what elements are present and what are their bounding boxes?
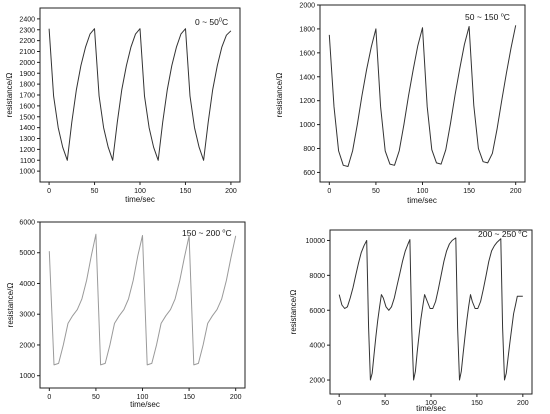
x-tick-label: 50 [372, 188, 380, 195]
degree-symbol: o [518, 230, 521, 236]
y-tick-label: 4000 [19, 281, 35, 288]
y-tick-label: 1700 [19, 93, 35, 100]
y-axis-label: resistance/Ω [6, 283, 15, 328]
x-tick-label: 200 [225, 188, 237, 195]
y-tick-label: 2000 [19, 342, 35, 349]
degree-symbol: o [222, 229, 225, 235]
x-tick-label: 100 [137, 394, 149, 401]
panel-4: 0 50 100 150 200 2000 4000 6000 8000 10000 time/se… [289, 229, 533, 413]
x-tick-label: 150 [463, 188, 475, 195]
y-tick-label: 2200 [19, 38, 35, 45]
temperature-range-label: 0 ~ 500C [195, 17, 228, 27]
x-tick-label: 200 [510, 188, 522, 195]
x-tick-label: 100 [425, 400, 437, 407]
y-tick-label: 1500 [19, 114, 35, 121]
temperature-range-label: 50 ~ 150 oC [465, 12, 510, 22]
x-tick-label: 200 [230, 394, 242, 401]
y-tick-label: 1600 [299, 50, 315, 57]
x-tick-label: 200 [517, 400, 529, 407]
y-tick-label: 2300 [19, 27, 35, 34]
x-tick-label: 50 [91, 188, 99, 195]
y-tick-label: 1000 [19, 373, 35, 380]
y-tick-label: 1000 [19, 169, 35, 176]
y-tick-label: 1400 [19, 125, 35, 132]
series-line [328, 25, 517, 167]
temperature-unit: C [222, 17, 228, 27]
panel-2: 0 50 100 150 200 600 800 1000 1200 1400 1600 1800 20… [275, 3, 526, 205]
temperature-unit: C [521, 229, 527, 239]
y-tick-label: 1300 [19, 136, 35, 143]
y-tick-label: 2400 [19, 16, 35, 23]
x-tick-label: 100 [134, 188, 146, 195]
temperature-range-text: 200 ~ 250 [478, 229, 518, 239]
x-axis-label: time/sec [407, 196, 437, 205]
temperature-range-text: 0 ~ 50 [195, 17, 219, 27]
panel-1: 0 50 100 150 200 1000 1100 1200 1300 1400 1500 1600… [5, 7, 241, 204]
y-tick-label: 1400 [299, 74, 315, 81]
y-tick-label: 10000 [306, 238, 326, 245]
x-tick-label: 0 [47, 188, 51, 195]
series-line [48, 233, 237, 366]
x-axis-label: time/sec [125, 195, 155, 204]
y-tick-label: 3000 [19, 312, 35, 319]
temperature-range-text: 50 ~ 150 [465, 12, 501, 22]
y-tick-label: 5000 [19, 250, 35, 257]
degree-symbol: o [501, 13, 504, 19]
x-tick-label: 0 [327, 188, 331, 195]
temperature-unit: C [225, 228, 231, 238]
y-tick-label: 1800 [19, 82, 35, 89]
x-tick-label: 150 [471, 400, 483, 407]
temperature-range-text: 150 ~ 200 [182, 228, 222, 238]
x-tick-label: 150 [180, 188, 192, 195]
y-tick-label: 8000 [309, 273, 325, 280]
y-tick-label: 1000 [299, 122, 315, 129]
x-tick-label: 0 [47, 394, 51, 401]
x-tick-label: 50 [92, 394, 100, 401]
panel-3: 0 50 100 150 200 1000 2000 3000 4000 5000 6000 time… [6, 220, 246, 409]
y-tick-label: 6000 [19, 220, 35, 227]
y-tick-label: 2000 [299, 3, 315, 10]
y-tick-label: 2100 [19, 49, 35, 56]
temperature-range-label: 150 ~ 200 oC [182, 228, 232, 238]
y-tick-label: 1900 [19, 71, 35, 78]
y-tick-label: 1100 [20, 158, 35, 165]
series-line [338, 237, 523, 381]
y-tick-label: 6000 [309, 308, 325, 315]
y-tick-label: 1200 [299, 98, 315, 105]
x-axis-label: time/sec [416, 404, 446, 413]
degree-symbol: 0 [219, 18, 222, 24]
y-tick-label: 4000 [309, 343, 325, 350]
y-axis-label: resistance/Ω [289, 290, 298, 335]
y-axis-label: resistance/Ω [275, 73, 284, 118]
series-line [48, 28, 232, 161]
y-tick-label: 800 [303, 146, 315, 153]
x-tick-label: 100 [417, 188, 429, 195]
temperature-unit: C [504, 12, 510, 22]
y-axis-label: resistance/Ω [5, 73, 14, 118]
y-tick-label: 1600 [19, 103, 35, 110]
y-tick-label: 600 [303, 170, 315, 177]
x-tick-label: 0 [337, 400, 341, 407]
temperature-range-label: 200 ~ 250 oC [478, 229, 528, 239]
x-axis-label: time/sec [130, 400, 160, 409]
y-tick-label: 2000 [19, 60, 35, 67]
x-tick-label: 150 [183, 394, 195, 401]
y-tick-label: 1800 [299, 26, 315, 33]
y-tick-label: 2000 [309, 378, 325, 385]
x-tick-label: 50 [381, 400, 389, 407]
y-tick-label: 1200 [19, 147, 35, 154]
